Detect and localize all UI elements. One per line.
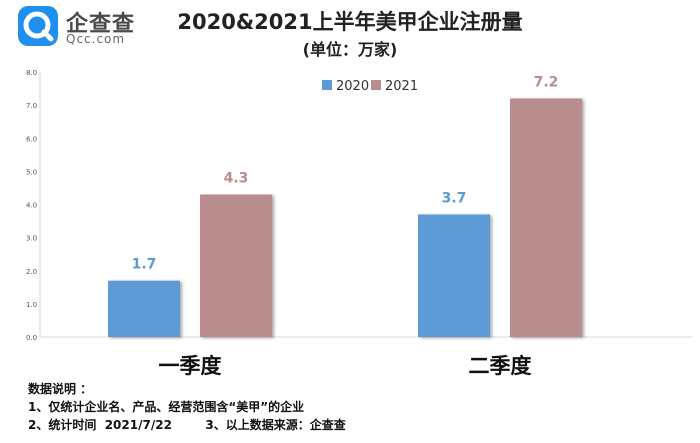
data-label: 1.7 [132, 257, 157, 273]
data-notes: 数据说明 ： 1、仅统计企业名、产品、经营范围含“美甲”的企业 2、统计时间 2… [28, 380, 346, 434]
y-tick-label: 4.0 [26, 202, 37, 210]
bar-2021-1 [200, 194, 272, 337]
bar-2021-2 [510, 98, 582, 337]
y-tick-label: 3.0 [26, 235, 37, 243]
data-label: 7.2 [534, 75, 559, 91]
notes-line-2: 2、统计时间 2021/7/22 3、以上数据来源：企查查 [28, 418, 346, 432]
y-tick-label: 1.0 [26, 301, 37, 309]
x-category-label: 一季度 [159, 354, 222, 378]
brand-logo: 企查查 Qcc.com [16, 4, 156, 48]
notes-heading: 数据说明 ： [28, 382, 93, 396]
x-category-label: 二季度 [469, 354, 532, 378]
notes-line-1: 1、仅统计企业名、产品、经营范围含“美甲”的企业 [28, 400, 305, 414]
chart-subtitle: (单位：万家) [302, 40, 398, 59]
y-tick-label: 5.0 [26, 168, 37, 176]
chart-title: 2020&2021上半年美甲企业注册量 [177, 10, 523, 34]
brand-sub: Qcc.com [66, 32, 126, 46]
bar-2020-1 [108, 280, 180, 337]
y-tick-label: 7.0 [26, 102, 37, 110]
legend-label-2020: 2020 [336, 79, 369, 94]
legend-swatch-2021 [371, 80, 381, 90]
y-tick-label: 6.0 [26, 135, 37, 143]
y-tick-label: 2.0 [26, 268, 37, 276]
data-label: 4.3 [224, 171, 249, 187]
y-tick-label: 8.0 [26, 69, 37, 77]
brand-name: 企查查 [66, 12, 136, 37]
legend-swatch-2020 [322, 80, 332, 90]
data-label: 3.7 [442, 190, 467, 206]
bar-2020-2 [418, 214, 490, 337]
legend-label-2021: 2021 [385, 79, 418, 94]
qcc-logo-icon [18, 6, 58, 46]
y-tick-label: 0.0 [26, 334, 37, 342]
